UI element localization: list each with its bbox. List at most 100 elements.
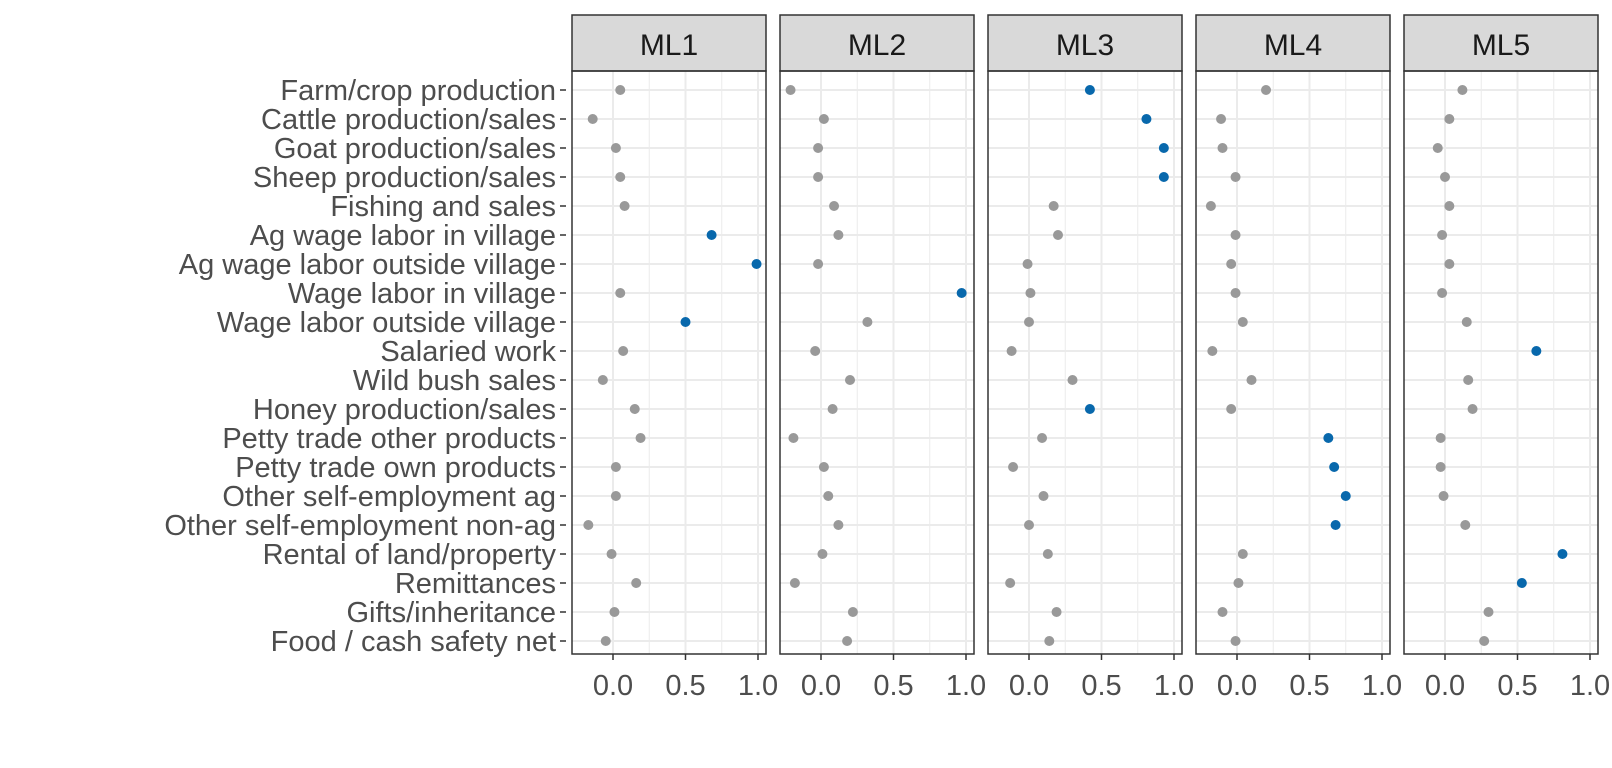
data-point [1024, 317, 1034, 327]
facet-strip-label: ML1 [640, 29, 698, 62]
data-point [1460, 520, 1471, 530]
panel-border [779, 70, 975, 655]
data-point [1261, 85, 1271, 95]
data-point [631, 578, 642, 588]
data-point-highlight [956, 288, 967, 298]
facet-strip [1195, 14, 1391, 72]
y-tick-label: Remittances [395, 568, 556, 600]
data-point [1432, 143, 1443, 153]
y-tick-label: Fishing and sales [330, 191, 556, 223]
x-tick-label: 0.0 [1217, 670, 1257, 702]
data-point [813, 143, 824, 153]
data-point [1457, 85, 1468, 95]
y-tick-label: Ag wage labor in village [250, 220, 556, 252]
facet-strip-label: ML4 [1264, 29, 1322, 62]
y-tick-label: Salaried work [380, 336, 556, 368]
data-point [610, 462, 621, 472]
data-point [1006, 346, 1017, 356]
y-tick-label: Wage labor in village [288, 278, 556, 310]
data-point [1440, 172, 1450, 182]
x-tick-label: 0.0 [1425, 670, 1465, 702]
data-point-highlight [1323, 433, 1334, 443]
data-point [615, 288, 626, 298]
data-point [1444, 114, 1455, 124]
data-point [606, 549, 617, 559]
facet-strip-label: ML5 [1472, 29, 1530, 62]
x-tick-label: 0.5 [1289, 670, 1329, 702]
y-tick-label: Petty trade other products [222, 423, 556, 455]
y-tick-label: Food / cash safety net [271, 626, 556, 658]
data-point-highlight [1084, 85, 1095, 95]
data-point-highlight [680, 317, 691, 327]
data-point [1048, 201, 1059, 211]
data-point [813, 172, 824, 182]
data-point [842, 636, 853, 646]
data-point [1226, 259, 1237, 269]
data-point-highlight [1158, 172, 1169, 182]
data-point [1207, 346, 1218, 356]
x-tick-label: 0.5 [1081, 670, 1121, 702]
x-tick-label: 0.5 [873, 670, 913, 702]
data-point [827, 404, 838, 414]
x-tick-label: 0.5 [665, 670, 705, 702]
data-point [1051, 607, 1062, 617]
data-point [587, 114, 598, 124]
data-point-highlight [1329, 462, 1340, 472]
x-tick-label: 0.0 [1009, 670, 1049, 702]
facet-strip [779, 14, 975, 72]
data-point [1233, 578, 1244, 588]
x-tick-label: 1.0 [1570, 670, 1610, 702]
y-tick-label: Honey production/sales [253, 394, 556, 426]
data-point [1237, 317, 1248, 327]
data-point [1230, 288, 1241, 298]
data-point [635, 433, 646, 443]
data-point [817, 549, 828, 559]
facet-strip [987, 14, 1183, 72]
data-point [1217, 607, 1228, 617]
facet-strip [571, 14, 767, 72]
y-tick-label: Cattle production/sales [261, 104, 556, 136]
data-point [788, 433, 799, 443]
data-point [1461, 317, 1472, 327]
data-point [1435, 433, 1446, 443]
y-tick-label: Other self-employment ag [222, 481, 556, 513]
data-point [833, 520, 844, 530]
data-point [1444, 201, 1455, 211]
data-point [1022, 259, 1033, 269]
data-point [1230, 230, 1241, 240]
panel-border [987, 70, 1183, 655]
panel-border [571, 70, 767, 655]
y-tick-label: Sheep production/sales [253, 162, 556, 194]
panel-background [1196, 71, 1390, 654]
data-point [618, 346, 629, 356]
panel-border [1195, 70, 1391, 655]
data-point-highlight [1158, 143, 1169, 153]
data-point [1005, 578, 1016, 588]
data-point-highlight [1330, 520, 1341, 530]
data-point [609, 607, 620, 617]
y-tick-label: Goat production/sales [274, 133, 556, 165]
data-point [1205, 201, 1216, 211]
x-tick-label: 1.0 [1154, 670, 1194, 702]
data-point [785, 85, 796, 95]
data-point [1024, 520, 1034, 530]
data-point [615, 85, 626, 95]
facet-strip-label: ML2 [848, 29, 906, 62]
data-point-highlight [1141, 114, 1152, 124]
facet-panel-ml2: ML2 0.0 0.5 1.0 [779, 14, 986, 702]
data-point [1467, 404, 1478, 414]
y-tick-label: Rental of land/property [263, 539, 557, 571]
panel-background [572, 71, 766, 654]
data-point-highlight [1340, 491, 1351, 501]
data-point [1246, 375, 1257, 385]
y-tick-label: Other self-employment non-ag [164, 510, 556, 542]
data-point [789, 578, 800, 588]
data-point-highlight [1084, 404, 1095, 414]
data-point [1437, 230, 1448, 240]
data-point [1044, 636, 1055, 646]
data-point-highlight [1557, 549, 1568, 559]
facet-panels: ML1 0.0 0.5 1.0 ML2 0.0 0.5 1.0 ML3 0.0 0.5 1.0 ML4 0… [571, 14, 1610, 702]
data-point-highlight [1516, 578, 1527, 588]
data-point [629, 404, 640, 414]
